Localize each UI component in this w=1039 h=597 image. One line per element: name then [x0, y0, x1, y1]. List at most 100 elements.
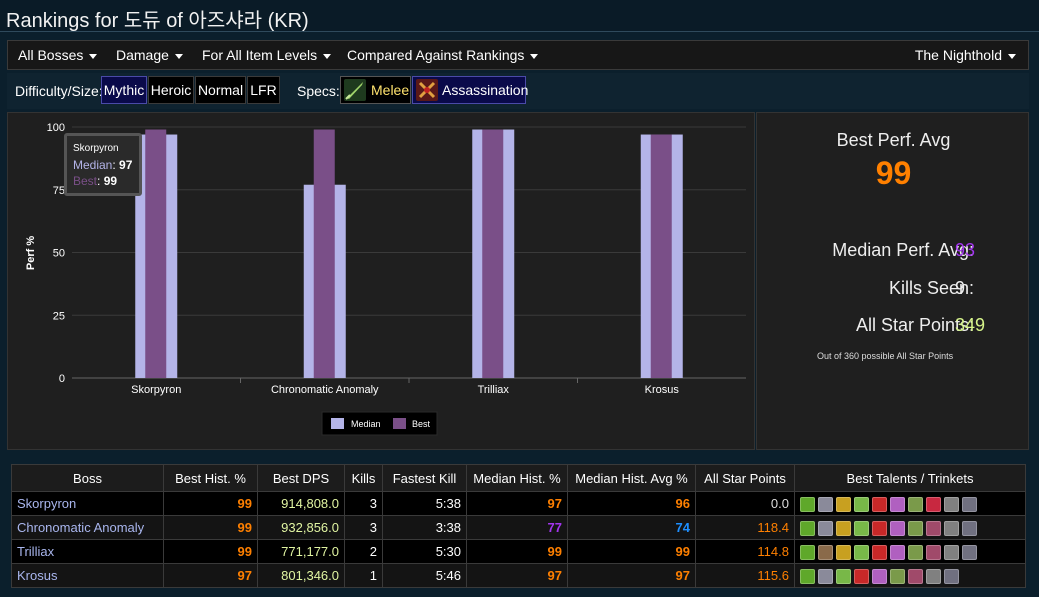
talent-icon[interactable]	[944, 544, 959, 560]
talent-icon[interactable]	[800, 544, 815, 560]
rankings-table-container: Boss Best Hist. % Best DPS Kills Fastest…	[11, 464, 1026, 588]
talent-icon[interactable]	[908, 520, 923, 536]
talent-icon[interactable]	[854, 544, 869, 560]
difficulty-lfr-button[interactable]: LFR	[247, 76, 280, 104]
y-tick-label: 0	[59, 373, 65, 385]
best-bar	[313, 129, 335, 378]
chart-tooltip: Skorpyron Median: 97 Best: 99	[64, 133, 142, 196]
median-hist-cell: 97	[466, 563, 568, 588]
median-avg-cell: 74	[567, 515, 696, 540]
talent-icon[interactable]	[818, 544, 833, 560]
difficulty-label: Difficulty/Size:	[15, 83, 103, 99]
x-category-label: Chronomatic Anomaly	[271, 384, 379, 396]
talent-icon[interactable]	[890, 520, 905, 536]
talent-icon[interactable]	[962, 496, 977, 512]
spec-melee-button[interactable]: Melee	[340, 76, 411, 104]
talent-icon[interactable]	[962, 520, 977, 536]
assassination-icon	[416, 79, 438, 101]
talent-icon[interactable]	[890, 568, 905, 584]
talent-icon[interactable]	[818, 520, 833, 536]
talent-icon[interactable]	[872, 544, 887, 560]
metric-label: Damage	[116, 47, 169, 63]
y-tick-label: 100	[47, 122, 65, 134]
best-hist-cell: 97	[163, 563, 258, 588]
talent-icon[interactable]	[800, 568, 815, 584]
title-bar: Rankings for 도듀 of 아즈샤라 (KR)	[0, 0, 1039, 32]
talent-icon[interactable]	[800, 496, 815, 512]
talent-icon[interactable]	[872, 520, 887, 536]
talent-icon[interactable]	[944, 496, 959, 512]
median-avg-cell: 99	[567, 539, 696, 564]
talent-icon[interactable]	[890, 544, 905, 560]
page-title: Rankings for 도듀 of 아즈샤라 (KR)	[6, 10, 309, 32]
difficulty-spec-bar: Difficulty/Size: Mythic Heroic Normal LF…	[7, 73, 1029, 109]
tooltip-title: Skorpyron	[73, 143, 119, 154]
talent-icon[interactable]	[818, 496, 833, 512]
talent-icon[interactable]	[800, 520, 815, 536]
talent-icon[interactable]	[854, 568, 869, 584]
zone-label: The Nighthold	[914, 47, 1002, 63]
boss-name-cell[interactable]: Skorpyron	[11, 491, 164, 516]
col-header-kills[interactable]: Kills	[344, 464, 383, 492]
talent-icon[interactable]	[872, 568, 887, 584]
talent-icon[interactable]	[872, 496, 887, 512]
talent-icon[interactable]	[854, 520, 869, 536]
x-category-label: Skorpyron	[131, 384, 181, 396]
tooltip-best-label: Best	[73, 174, 98, 188]
talent-icon[interactable]	[926, 568, 941, 584]
talent-icon[interactable]	[926, 544, 941, 560]
zone-dropdown[interactable]: The Nighthold	[915, 41, 1016, 69]
x-category-label: Krosus	[645, 384, 680, 396]
difficulty-heroic-button[interactable]: Heroic	[148, 76, 194, 104]
allstar-cell: 115.6	[695, 563, 795, 588]
talent-icon[interactable]	[908, 568, 923, 584]
chevron-down-icon	[174, 53, 183, 59]
comparison-dropdown[interactable]: Compared Against Rankings	[347, 41, 539, 69]
col-header-fastest-kill[interactable]: Fastest Kill	[382, 464, 467, 492]
difficulty-mythic-button[interactable]: Mythic	[101, 76, 147, 104]
allstar-cell: 0.0	[695, 491, 795, 516]
boss-name-cell[interactable]: Krosus	[11, 563, 164, 588]
performance-chart: 0 25 50 75 100 Perf % Skorpyron Chronomatic Ano…	[7, 112, 755, 450]
specs-label: Specs:	[297, 83, 340, 99]
talent-icon[interactable]	[908, 544, 923, 560]
talent-icon[interactable]	[926, 520, 941, 536]
boss-name-cell[interactable]: Chronomatic Anomaly	[11, 515, 164, 540]
talent-icon[interactable]	[836, 496, 851, 512]
talent-icon[interactable]	[944, 568, 959, 584]
col-header-best-dps[interactable]: Best DPS	[257, 464, 345, 492]
item-level-dropdown[interactable]: For All Item Levels	[202, 41, 332, 69]
boss-name-cell[interactable]: Trilliax	[11, 539, 164, 564]
filter-menu-bar: All Bosses Damage For All Item Levels Co…	[7, 40, 1029, 70]
median-avg-cell: 97	[567, 563, 696, 588]
talent-icon[interactable]	[890, 496, 905, 512]
talent-icon[interactable]	[818, 568, 833, 584]
best-bar	[145, 129, 167, 378]
spec-assassination-button[interactable]: Assassination	[412, 76, 528, 104]
talent-icon[interactable]	[926, 496, 941, 512]
tooltip-median-row: Median: 97	[73, 158, 133, 172]
talents-trinkets-cell	[794, 515, 1026, 540]
col-header-median-avg[interactable]: Median Hist. Avg %	[567, 464, 696, 492]
talent-icon[interactable]	[836, 544, 851, 560]
col-header-median-hist[interactable]: Median Hist. %	[466, 464, 568, 492]
talent-icon[interactable]	[944, 520, 959, 536]
talent-icon[interactable]	[836, 520, 851, 536]
y-axis-label: Perf %	[25, 236, 37, 270]
legend-swatch-median	[331, 418, 344, 429]
y-tick-label: 75	[53, 185, 65, 197]
all-bosses-dropdown[interactable]: All Bosses	[18, 41, 98, 69]
metric-dropdown[interactable]: Damage	[116, 41, 183, 69]
fastest-kill-cell: 3:38	[382, 515, 467, 540]
talent-icon[interactable]	[854, 496, 869, 512]
talent-icon[interactable]	[962, 544, 977, 560]
tooltip-median-value: 97	[119, 158, 133, 172]
col-header-boss[interactable]: Boss	[11, 464, 164, 492]
talent-icon[interactable]	[908, 496, 923, 512]
col-header-best-hist[interactable]: Best Hist. %	[163, 464, 258, 492]
col-header-allstar[interactable]: All Star Points	[695, 464, 795, 492]
talent-icon[interactable]	[836, 568, 851, 584]
table-row: Chronomatic Anomaly 99 932,856.0 3 3:38 77 74 1…	[11, 515, 1026, 540]
difficulty-normal-button[interactable]: Normal	[195, 76, 246, 104]
chart-legend	[321, 411, 438, 436]
